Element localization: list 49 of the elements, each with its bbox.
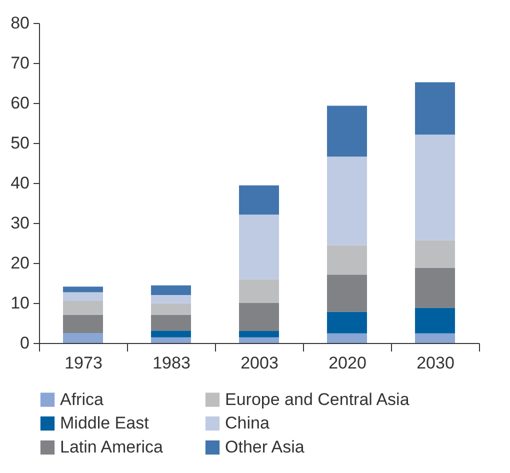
x-tick-label: 2030 [416,354,454,372]
y-tick-label: 30 [10,214,30,232]
y-tick-label: 40 [10,174,30,192]
bar [63,286,103,292]
bar [63,301,103,315]
y-tick-label: 50 [10,134,30,152]
bar [151,337,191,343]
bar [63,315,103,333]
bar [327,106,367,157]
y-tick-label: 70 [10,54,30,72]
bar [327,312,367,334]
x-tick-label: 2003 [240,354,278,372]
bar [151,330,191,338]
bar [327,245,367,275]
bar [151,295,191,304]
legend-label: Other Asia [225,438,305,456]
y-tick-label: 0 [20,334,30,352]
bar [415,82,455,135]
bar [415,308,455,334]
bar [415,333,455,343]
bar [151,303,191,315]
legend-label: Europe and Central Asia [225,390,410,409]
bar [63,333,103,343]
bar [239,331,279,338]
y-tick-label: 10 [10,294,30,312]
y-tick-label: 80 [10,14,30,32]
x-tick-label: 1983 [152,354,190,372]
bar [415,268,455,308]
bar [239,214,279,280]
y-tick-label: 60 [10,94,30,112]
x-tick-label: 1973 [64,354,102,372]
y-tick-label: 20 [10,254,30,272]
x-tick-label: 2020 [328,354,366,372]
bar [327,156,367,246]
legend-label: Middle East [60,414,150,432]
bar [239,337,279,343]
bar [327,333,367,343]
bar [239,303,279,331]
bar [327,274,367,312]
bar [239,185,279,215]
bar [415,134,455,240]
bar [415,240,455,268]
legend-label: Africa [60,390,104,409]
bar [151,315,191,331]
bar [239,279,279,303]
bar [63,292,103,301]
bar [151,285,191,295]
legend-label: Latin America [60,438,164,456]
legend-label: China [225,414,270,432]
